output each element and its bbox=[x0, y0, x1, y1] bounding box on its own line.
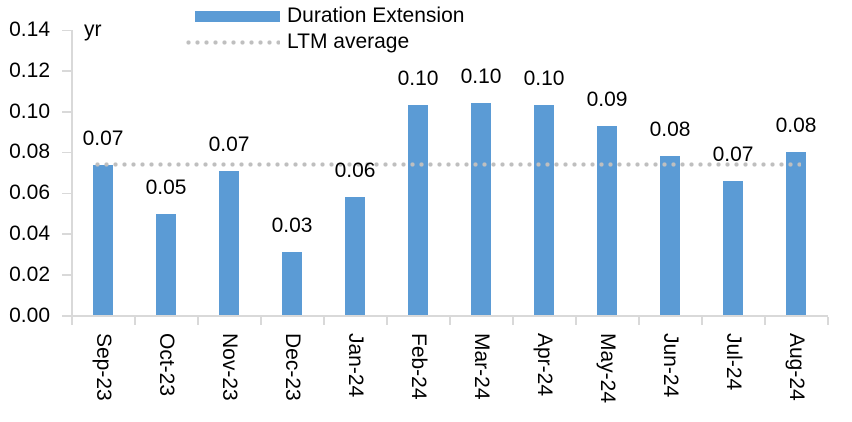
legend-item-duration-extension: Duration Extension bbox=[184, 3, 464, 29]
y-axis-tick-mark bbox=[62, 111, 71, 113]
bar-apr-24 bbox=[534, 105, 554, 316]
x-axis-category-label: Jul-24 bbox=[722, 333, 745, 391]
dotted-line-swatch-icon bbox=[184, 39, 280, 45]
x-axis-category-label: Apr-24 bbox=[533, 333, 556, 397]
bar-data-label: 0.10 bbox=[397, 67, 439, 91]
y-axis-tick-mark bbox=[62, 274, 71, 276]
y-axis-tick-mark bbox=[62, 29, 71, 31]
y-axis-tick-mark bbox=[62, 192, 71, 195]
x-axis-tick-mark bbox=[701, 317, 703, 325]
x-axis-tick-mark bbox=[260, 317, 262, 325]
y-axis-tick-label: 0.14 bbox=[9, 18, 50, 41]
bar-sep-23 bbox=[93, 164, 113, 316]
bar-data-label: 0.10 bbox=[460, 65, 502, 89]
bar-data-label: 0.08 bbox=[775, 114, 817, 138]
x-axis-category-label: Dec-23 bbox=[281, 333, 304, 401]
legend: Duration Extension LTM average bbox=[184, 3, 464, 55]
bar-data-label: 0.07 bbox=[712, 142, 754, 166]
x-axis-category-label: May-24 bbox=[596, 333, 619, 404]
legend-label-duration-extension: Duration Extension bbox=[287, 4, 465, 27]
y-axis-tick-label: 0.10 bbox=[9, 99, 50, 123]
bar-jul-24 bbox=[723, 180, 743, 316]
x-axis-category-label: Mar-24 bbox=[470, 333, 493, 400]
bar-series-swatch-icon bbox=[195, 10, 280, 22]
x-axis-category-label: Oct-23 bbox=[155, 333, 178, 397]
bar-oct-23 bbox=[156, 213, 176, 316]
y-axis-tick-mark bbox=[62, 233, 71, 235]
x-axis-tick-mark bbox=[764, 317, 766, 325]
x-axis-tick-mark bbox=[323, 317, 325, 325]
x-axis-category-label: Feb-24 bbox=[407, 333, 430, 400]
y-axis-tick-label: 0.08 bbox=[9, 140, 50, 164]
y-axis-line bbox=[71, 30, 73, 316]
x-axis-category-label: Jun-24 bbox=[659, 333, 682, 398]
x-axis-tick-mark bbox=[512, 317, 514, 325]
bar-data-label: 0.06 bbox=[334, 159, 376, 183]
x-axis-category-label: Aug-24 bbox=[785, 333, 808, 401]
x-axis-tick-mark bbox=[827, 317, 829, 325]
bar-data-label: 0.07 bbox=[208, 132, 250, 156]
x-axis-tick-mark bbox=[71, 317, 73, 325]
y-axis-tick-label: 0.06 bbox=[9, 181, 50, 205]
x-axis-tick-mark bbox=[638, 317, 640, 325]
bar-feb-24 bbox=[408, 105, 428, 316]
x-axis-tick-mark bbox=[575, 317, 577, 325]
y-axis-tick-label: 0.12 bbox=[9, 58, 50, 82]
y-axis-tick-mark bbox=[62, 151, 71, 154]
x-axis-category-label: Nov-23 bbox=[218, 333, 241, 401]
bar-data-label: 0.07 bbox=[82, 126, 124, 150]
bar-dec-23 bbox=[282, 252, 302, 316]
x-axis-tick-mark bbox=[134, 317, 136, 325]
x-axis-category-label: Sep-23 bbox=[92, 333, 115, 401]
y-axis-tick-mark bbox=[62, 315, 71, 317]
bar-data-label: 0.03 bbox=[271, 214, 313, 238]
bar-nov-23 bbox=[219, 170, 239, 316]
x-axis-line bbox=[71, 315, 828, 317]
y-axis-tick-label: 0.04 bbox=[9, 221, 50, 245]
bar-data-label: 0.10 bbox=[523, 67, 565, 91]
x-axis-category-label: Jan-24 bbox=[344, 333, 367, 398]
legend-label-ltm-average: LTM average bbox=[287, 30, 410, 53]
x-axis-tick-mark bbox=[449, 317, 451, 325]
y-axis-tick-label: 0.02 bbox=[9, 262, 50, 286]
bar-data-label: 0.05 bbox=[145, 175, 187, 199]
ltm-average-line bbox=[93, 162, 801, 168]
legend-item-ltm-average: LTM average bbox=[184, 29, 464, 55]
bar-data-label: 0.08 bbox=[649, 118, 691, 142]
y-axis-unit-label: yr bbox=[84, 18, 102, 41]
bar-jan-24 bbox=[345, 197, 365, 316]
bar-may-24 bbox=[597, 125, 617, 316]
bar-aug-24 bbox=[786, 152, 806, 316]
bar-jun-24 bbox=[660, 156, 680, 316]
bar-data-label: 0.09 bbox=[586, 87, 628, 111]
x-axis-tick-mark bbox=[197, 317, 199, 325]
y-axis-tick-label: 0.00 bbox=[9, 303, 50, 327]
y-axis-tick-mark bbox=[62, 70, 71, 72]
bar-mar-24 bbox=[471, 103, 491, 316]
x-axis-tick-mark bbox=[386, 317, 388, 325]
